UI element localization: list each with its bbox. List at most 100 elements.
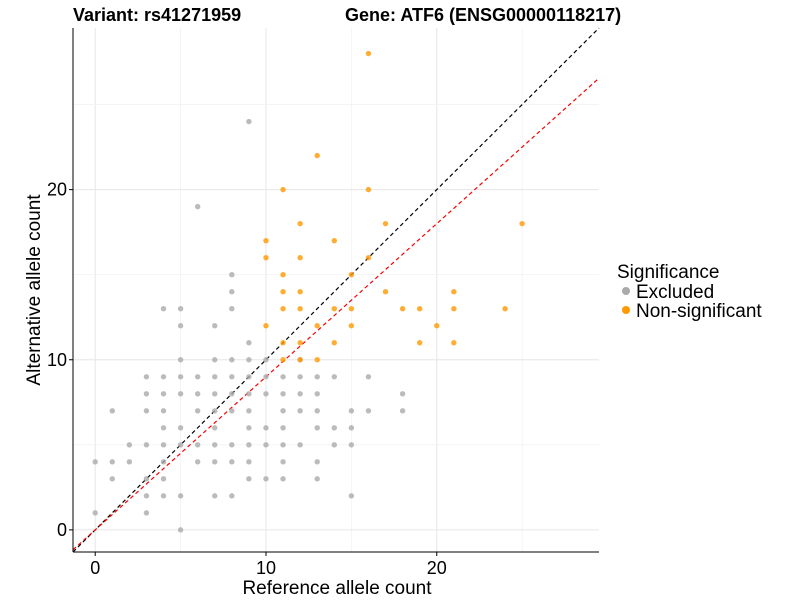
data-point-excluded bbox=[177, 425, 184, 431]
x-tick-label: 10 bbox=[256, 558, 276, 578]
chart-title-variant: Variant: rs41271959 bbox=[73, 5, 241, 25]
data-points bbox=[92, 50, 525, 533]
data-point-excluded bbox=[297, 442, 303, 448]
data-point-excluded bbox=[297, 408, 303, 414]
data-point-excluded bbox=[246, 476, 252, 482]
data-point-excluded bbox=[229, 271, 235, 278]
y-tick-label: 20 bbox=[47, 180, 67, 200]
data-point-excluded bbox=[246, 340, 252, 346]
data-point-excluded bbox=[143, 476, 150, 482]
data-point-excluded bbox=[263, 442, 269, 448]
chart-title-gene: Gene: ATF6 (ENSG00000118217) bbox=[345, 5, 621, 25]
data-point-non-significant bbox=[331, 340, 337, 346]
legend-key-excluded bbox=[622, 287, 630, 295]
data-point-non-significant bbox=[365, 186, 372, 193]
data-point-excluded bbox=[160, 306, 167, 312]
data-point-non-significant bbox=[297, 357, 303, 363]
data-point-excluded bbox=[229, 459, 235, 465]
data-point-excluded bbox=[177, 306, 184, 312]
data-point-non-significant bbox=[297, 306, 303, 312]
data-point-non-significant bbox=[416, 306, 423, 312]
data-point-non-significant bbox=[314, 152, 320, 159]
data-point-excluded bbox=[263, 476, 269, 482]
data-point-excluded bbox=[297, 374, 303, 380]
data-point-excluded bbox=[212, 408, 218, 414]
data-point-non-significant bbox=[451, 289, 457, 295]
data-point-excluded bbox=[314, 425, 320, 431]
data-point-excluded bbox=[212, 459, 218, 465]
data-point-non-significant bbox=[297, 340, 303, 346]
data-point-excluded bbox=[263, 425, 269, 431]
data-point-non-significant bbox=[263, 323, 269, 329]
data-point-excluded bbox=[263, 374, 269, 380]
data-point-excluded bbox=[109, 459, 115, 465]
data-point-excluded bbox=[160, 442, 167, 448]
data-point-excluded bbox=[212, 425, 218, 431]
data-point-excluded bbox=[246, 374, 252, 380]
data-point-excluded bbox=[331, 425, 337, 431]
data-point-excluded bbox=[348, 442, 355, 448]
data-point-non-significant bbox=[280, 186, 286, 193]
legend-key-non-significant bbox=[622, 306, 630, 314]
data-point-excluded bbox=[212, 323, 218, 329]
data-point-non-significant bbox=[263, 237, 269, 244]
data-point-excluded bbox=[194, 391, 201, 397]
reference-lines bbox=[72, 27, 600, 553]
data-point-excluded bbox=[177, 357, 184, 363]
data-point-excluded bbox=[263, 391, 269, 397]
data-point-excluded bbox=[399, 391, 406, 397]
data-point-excluded bbox=[246, 118, 252, 125]
data-point-excluded bbox=[280, 442, 286, 448]
data-point-excluded bbox=[143, 493, 150, 499]
data-point-non-significant bbox=[502, 306, 508, 312]
data-point-excluded bbox=[229, 408, 235, 414]
data-point-excluded bbox=[212, 374, 218, 380]
x-axis-label: Reference allele count bbox=[242, 578, 432, 599]
data-point-excluded bbox=[143, 408, 150, 414]
data-point-excluded bbox=[246, 442, 252, 448]
data-point-excluded bbox=[314, 374, 320, 380]
data-point-non-significant bbox=[382, 220, 389, 227]
data-point-excluded bbox=[399, 408, 406, 414]
data-point-excluded bbox=[92, 510, 98, 516]
data-point-non-significant bbox=[348, 271, 355, 278]
data-point-excluded bbox=[212, 493, 218, 499]
data-point-excluded bbox=[194, 442, 201, 448]
data-point-non-significant bbox=[314, 357, 320, 363]
data-point-excluded bbox=[314, 391, 320, 397]
data-point-non-significant bbox=[280, 340, 286, 346]
data-point-excluded bbox=[229, 374, 235, 380]
data-point-excluded bbox=[177, 442, 184, 448]
data-point-excluded bbox=[212, 391, 218, 397]
data-point-excluded bbox=[160, 493, 167, 499]
data-point-non-significant bbox=[331, 237, 337, 244]
data-point-non-significant bbox=[280, 289, 286, 295]
data-point-excluded bbox=[177, 391, 184, 397]
data-point-excluded bbox=[194, 203, 201, 210]
data-point-excluded bbox=[212, 357, 218, 363]
data-point-excluded bbox=[246, 425, 252, 431]
data-point-non-significant bbox=[348, 306, 355, 312]
data-point-excluded bbox=[229, 357, 235, 363]
data-point-non-significant bbox=[280, 306, 286, 312]
data-point-excluded bbox=[229, 442, 235, 448]
reference-line-1 bbox=[72, 27, 600, 553]
data-point-non-significant bbox=[331, 306, 337, 312]
data-point-non-significant bbox=[297, 289, 303, 295]
reference-line-2 bbox=[72, 77, 600, 551]
data-point-excluded bbox=[160, 408, 167, 414]
data-point-excluded bbox=[246, 391, 252, 397]
data-point-excluded bbox=[246, 459, 252, 465]
data-point-excluded bbox=[280, 391, 286, 397]
legend-title: Significance bbox=[617, 262, 719, 283]
data-point-excluded bbox=[177, 527, 184, 533]
data-point-excluded bbox=[280, 476, 286, 482]
data-point-excluded bbox=[348, 408, 355, 414]
data-point-excluded bbox=[92, 459, 98, 465]
data-point-non-significant bbox=[365, 50, 372, 57]
data-point-non-significant bbox=[263, 254, 269, 261]
data-point-excluded bbox=[194, 374, 201, 380]
data-point-excluded bbox=[229, 493, 235, 499]
data-point-excluded bbox=[160, 374, 167, 380]
